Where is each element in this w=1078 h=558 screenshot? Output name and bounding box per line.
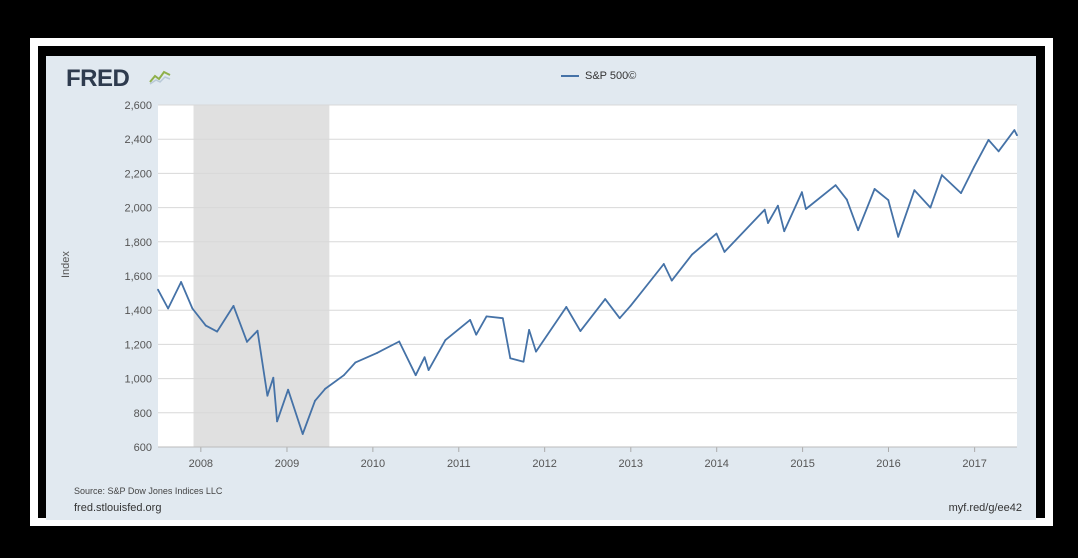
y-tick-label: 1,000 — [124, 374, 152, 386]
data-point — [180, 281, 182, 283]
data-point — [565, 306, 568, 308]
data-point — [997, 150, 1000, 153]
data-point — [266, 394, 269, 397]
fred-logo[interactable]: FRED — [66, 65, 130, 92]
data-point — [246, 340, 248, 343]
data-point — [256, 329, 259, 332]
fred-line-graph-icon — [148, 68, 172, 86]
data-point — [845, 198, 848, 201]
x-tick-label: 2016 — [876, 458, 900, 470]
data-point — [1013, 129, 1016, 132]
data-point — [216, 330, 218, 333]
x-tick-label: 2014 — [704, 458, 728, 470]
data-point — [579, 330, 582, 332]
data-point — [941, 174, 943, 177]
data-point — [857, 229, 860, 232]
data-point — [670, 279, 673, 282]
x-tick-label: 2012 — [532, 458, 556, 470]
data-point — [414, 374, 417, 377]
data-point — [157, 288, 159, 291]
y-tick-label: 2,000 — [124, 203, 152, 215]
data-point — [191, 307, 194, 310]
x-tick-label: 2015 — [790, 458, 814, 470]
y-tick-label: 2,200 — [124, 168, 152, 180]
data-point — [314, 399, 316, 402]
data-point — [272, 376, 275, 379]
site-link[interactable]: fred.stlouisfed.org — [74, 502, 162, 514]
data-point — [167, 307, 170, 310]
data-point — [469, 319, 471, 321]
data-point — [887, 199, 890, 201]
data-point — [715, 232, 718, 235]
legend-swatch — [561, 75, 579, 77]
line-chart[interactable]: 600 800 1,000 1,200 1,400 1,600 1,800 2,000 2,20… — [46, 56, 1036, 476]
fred-chart-panel: FRED S&P 500© Index 600 800 1,000 1,200 1,40… — [46, 56, 1036, 520]
data-point — [873, 188, 876, 190]
data-point — [763, 208, 766, 211]
data-point — [535, 350, 537, 353]
data-point — [767, 222, 769, 224]
legend-label: S&P 500© — [585, 70, 637, 82]
data-point — [287, 388, 290, 391]
x-tick-label: 2008 — [189, 458, 213, 470]
x-tick-label: 2011 — [447, 458, 471, 470]
data-point — [783, 230, 786, 233]
data-point — [691, 253, 693, 256]
data-point — [444, 339, 447, 342]
short-link[interactable]: myf.red/g/ee42 — [948, 502, 1022, 514]
data-point — [662, 263, 665, 265]
data-point — [343, 374, 345, 377]
data-point — [276, 420, 278, 423]
data-point — [423, 356, 426, 359]
y-tick-label: 2,400 — [124, 134, 152, 146]
source-note: Source: S&P Dow Jones Indices LLC — [74, 486, 223, 496]
data-point — [398, 340, 401, 343]
x-tick-label: 2013 — [619, 458, 643, 470]
data-point — [509, 357, 512, 360]
chart-legend[interactable]: S&P 500© — [561, 70, 636, 82]
data-point — [776, 204, 779, 207]
y-tick-label: 800 — [134, 408, 152, 420]
data-point — [475, 333, 478, 336]
x-tick-label: 2017 — [962, 458, 986, 470]
y-tick-label: 600 — [134, 442, 152, 454]
data-point — [301, 433, 304, 435]
y-tick-label: 1,400 — [124, 305, 152, 317]
data-point — [204, 324, 207, 327]
data-point — [629, 304, 632, 307]
data-point — [800, 191, 803, 194]
y-tick-label: 2,600 — [124, 100, 152, 112]
x-tick-label: 2010 — [361, 458, 385, 470]
y-tick-label: 1,600 — [124, 271, 152, 283]
data-point — [1016, 134, 1018, 137]
data-point — [501, 317, 504, 320]
data-point — [376, 352, 379, 354]
data-point — [987, 138, 990, 141]
data-point — [804, 208, 807, 210]
data-point — [324, 387, 326, 390]
data-point — [618, 317, 621, 320]
y-tick-label: 1,200 — [124, 339, 152, 351]
data-point — [427, 369, 430, 371]
data-point — [929, 206, 932, 209]
data-point — [485, 315, 488, 318]
data-point — [960, 192, 962, 194]
data-point — [528, 328, 531, 331]
data-point — [522, 360, 525, 363]
data-point — [604, 298, 607, 300]
data-point — [834, 184, 837, 187]
y-tick-label: 1,800 — [124, 237, 152, 249]
data-point — [232, 305, 235, 307]
data-point — [723, 250, 726, 253]
data-point — [354, 361, 357, 364]
data-point — [973, 165, 976, 168]
data-point — [897, 235, 900, 238]
x-tick-label: 2009 — [275, 458, 299, 470]
data-point — [913, 189, 916, 192]
